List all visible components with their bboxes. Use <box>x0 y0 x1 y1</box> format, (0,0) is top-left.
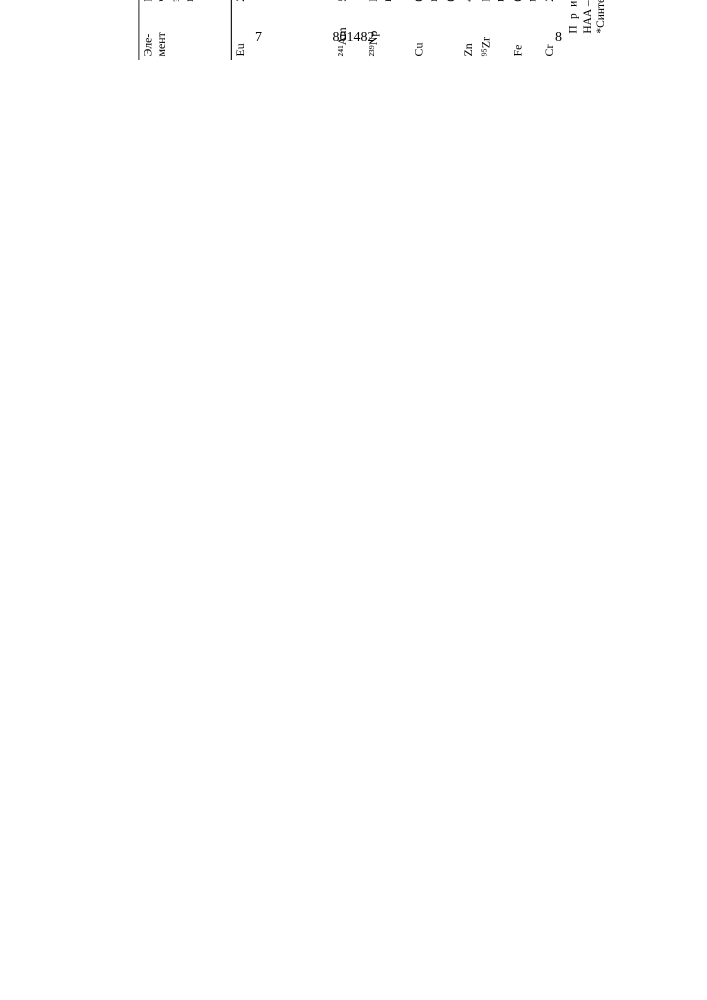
cell-qty: Инди-кат <box>365 0 411 5</box>
table-row: ⁹⁵ZrИнди-катТеноилтрифтор-ацетонатНГФА50… <box>477 0 509 60</box>
cell-el: ²⁴¹Am <box>333 5 365 60</box>
table-row: ²⁴¹Am5 мкгТеноилтрифтор-ацетонатНГФА5018… <box>333 0 365 60</box>
table-row: Гидрат хлоридаНГФА30–50160–18069045 <box>298 0 316 60</box>
table-row: Eu20 мкгТеноилтрифтор-ацетонатНГФА30–501… <box>231 0 263 60</box>
cell-el: ⁹⁵Zr <box>477 5 509 60</box>
table-row: Fe0,5мкгГидроокисьНГФА50150–190450100 <box>509 0 541 60</box>
cell-qty <box>263 0 281 5</box>
table-row: 0,4 мгАммиакатНАА95160–21044080 <box>442 0 460 60</box>
cell-qty: Инди-кат <box>477 0 509 5</box>
cell-el <box>298 5 316 60</box>
cell-qty <box>316 0 334 5</box>
cell-qty <box>298 0 316 5</box>
table-row: ГидроокисьНГФА30–50160–18069096 <box>316 0 334 60</box>
cell-el <box>263 5 281 60</box>
cell-el: Cr <box>540 5 558 60</box>
cell-qty: 0,06мг <box>411 0 443 5</box>
note-line2: НАА – ацетилацетон <box>580 0 593 34</box>
table-row: Cr2,5 мгГидроокисьНГФА50110–160430100 <box>540 0 558 60</box>
cell-qty: 0,5мкг <box>509 0 541 5</box>
cell-el: Fe <box>509 5 541 60</box>
cell-qty: 20 мкг <box>231 0 263 5</box>
col-qty: Коли-чествоэле-мента <box>138 0 231 5</box>
cell-el: ²³⁹Np <box>365 5 411 60</box>
cell-el <box>281 5 299 60</box>
col-element: Эле-мент <box>138 5 231 60</box>
table-notes: П р и м е ч а н и я: НГФА – гексафтораце… <box>567 0 607 60</box>
table-row: Zn4 мгГидроокисьНГФА50160–21044040 <box>460 0 478 60</box>
table-row: НПТФА50–70180–22056090 <box>281 0 299 60</box>
table-row: ²³⁹NpИнди-катТеноилтрифтор-ацетонат непт… <box>365 0 411 60</box>
synthesis-table: Эле-мент Коли-чествоэле-мента Исходноесо… <box>138 0 558 60</box>
table-row: АцетилацетонатНГФА30–50160–18054080 <box>263 0 281 60</box>
cell-qty: 0,4 мг <box>442 0 460 5</box>
cell-el: Cu <box>411 5 443 60</box>
note-label: П р и м е ч а н и я: <box>567 0 580 34</box>
table-row: Cu0,06мгТеноилтрифтор-ацетонатНАА95150–1… <box>411 0 443 60</box>
cell-el: Eu <box>231 5 263 60</box>
cell-qty <box>281 0 299 5</box>
cell-qty: 2,5 мг <box>540 0 558 5</box>
table-title: Условия синтеза летучих β-дикетонатов ме… <box>120 0 135 60</box>
note-line3: *Синтез и возгонку проводили при постоян… <box>594 0 607 34</box>
cell-qty: 4 мг <box>460 0 478 5</box>
cell-el: Zn <box>460 5 478 60</box>
rotated-sheet: Условия синтеза летучих β-дикетонатов ме… <box>120 0 607 60</box>
cell-el <box>442 5 460 60</box>
cell-qty: 5 мкг <box>333 0 365 5</box>
cell-el <box>316 5 334 60</box>
